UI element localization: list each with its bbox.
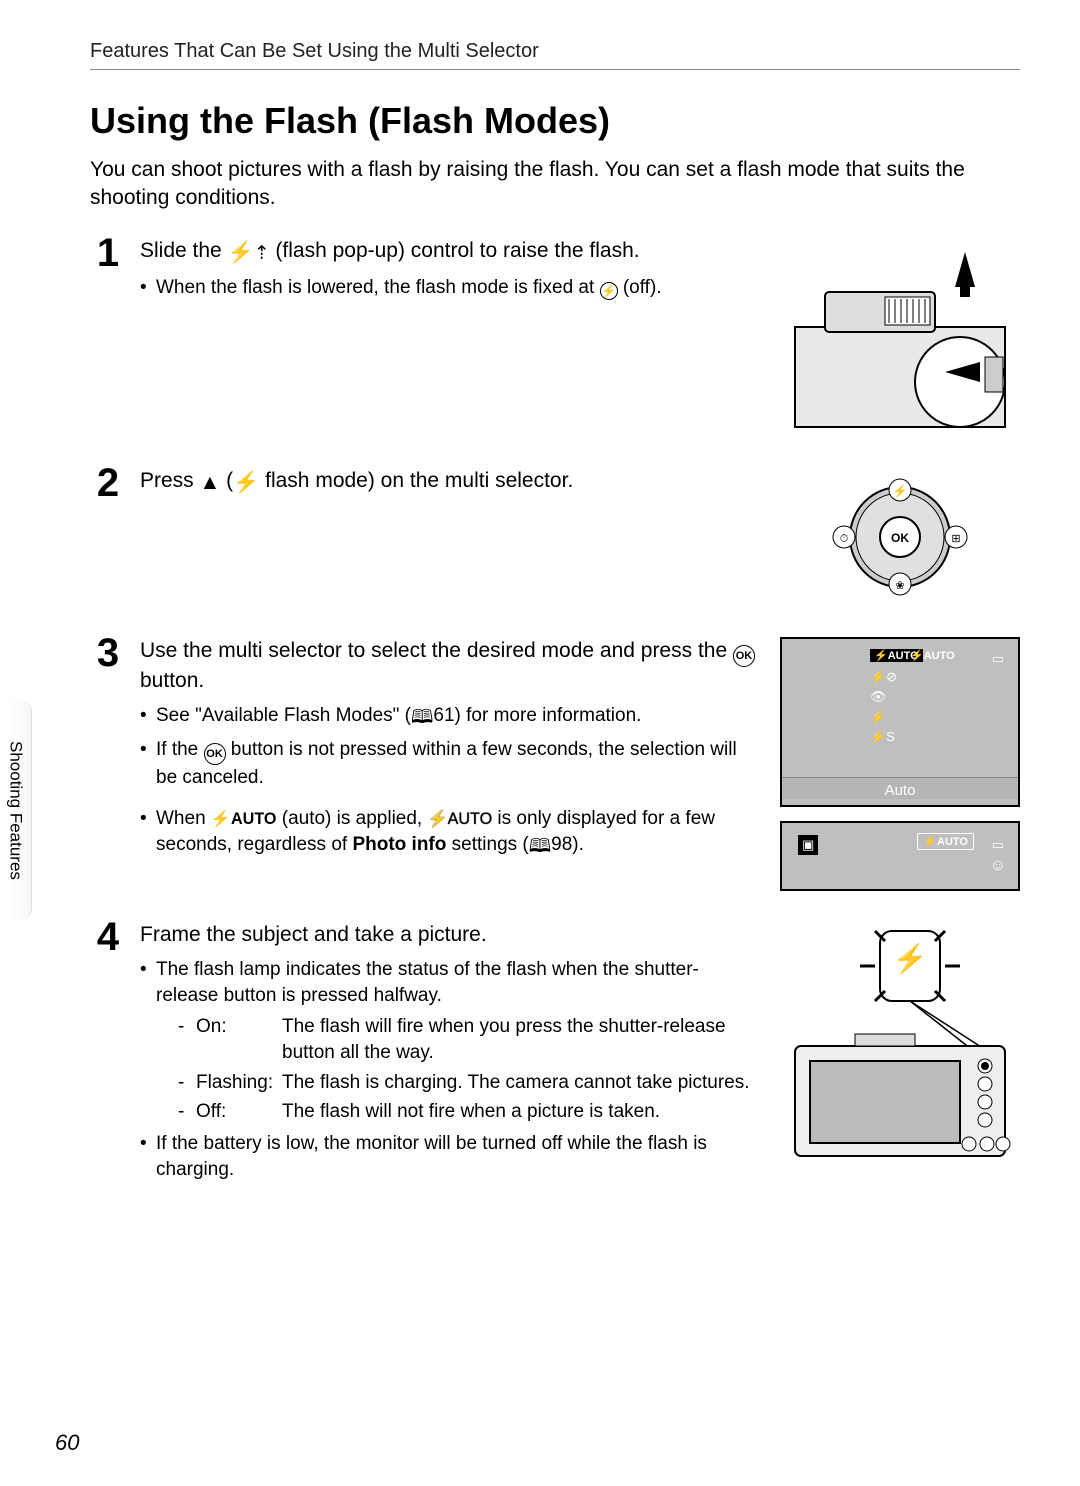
book-icon: 🕮 bbox=[529, 834, 551, 860]
battery-icon: ▭ bbox=[992, 651, 1004, 667]
page-title: Using the Flash (Flash Modes) bbox=[90, 100, 1020, 142]
step-3-bullet-2: If the OK button is not pressed within a… bbox=[140, 737, 756, 791]
step-number: 2 bbox=[90, 463, 126, 503]
step-1-bullet-1: When the flash is lowered, the flash mod… bbox=[140, 275, 756, 301]
step-number: 3 bbox=[90, 633, 126, 673]
popup-icon: ⇡ bbox=[254, 241, 270, 267]
flash-mode-option-icon: ⚡S bbox=[870, 729, 897, 745]
step-4-title: Frame the subject and take a picture. bbox=[140, 921, 756, 949]
screen-mode-label: Auto bbox=[782, 777, 1018, 799]
svg-text:❀: ❀ bbox=[895, 580, 904, 592]
flash-mode-option-icon: ⚡ bbox=[870, 709, 897, 725]
svg-text:OK: OK bbox=[891, 531, 909, 545]
flash-state-off: - Off: The flash will not fire when a pi… bbox=[178, 1099, 756, 1125]
step-number: 4 bbox=[90, 917, 126, 957]
step-1-title: Slide the ⚡⇡ (flash pop-up) control to r… bbox=[140, 237, 756, 267]
step-3-bullet-1: See "Available Flash Modes" (🕮61) for mo… bbox=[140, 703, 756, 731]
intro-paragraph: You can shoot pictures with a flash by r… bbox=[90, 156, 1020, 213]
breadcrumb: Features That Can Be Set Using the Multi… bbox=[90, 40, 1020, 70]
flash-state-flashing: - Flashing: The flash is charging. The c… bbox=[178, 1070, 756, 1096]
svg-text:⊞: ⊞ bbox=[951, 533, 960, 545]
svg-text:⚡: ⚡ bbox=[893, 942, 928, 975]
flash-state-on: - On: The flash will fire when you press… bbox=[178, 1014, 756, 1065]
svg-text:⏱: ⏱ bbox=[840, 533, 849, 545]
ok-button-icon: OK bbox=[204, 743, 226, 765]
camera-flash-lamp-illustration: ⚡ bbox=[780, 921, 1020, 1171]
triangle-up-icon: ▲ bbox=[200, 469, 221, 497]
multi-selector-illustration: OK ⚡ ❀ ⏱ ⊞ bbox=[780, 467, 1020, 607]
flash-auto-solid-icon: ⚡AUTO bbox=[211, 810, 277, 828]
step-1: 1 Slide the ⚡⇡ (flash pop-up) control to… bbox=[90, 237, 1020, 437]
flash-off-icon: ⚡ bbox=[600, 282, 618, 300]
step-3-title: Use the multi selector to select the des… bbox=[140, 637, 756, 695]
step-4-bullet-1: The flash lamp indicates the status of t… bbox=[140, 957, 756, 1125]
camera-flash-popup-illustration bbox=[780, 237, 1020, 437]
camera-screen-live-view: ▣ ⚡AUTO ▭ ☺ bbox=[780, 821, 1020, 891]
step-2-title: Press ▲ (⚡ flash mode) on the multi sele… bbox=[140, 467, 756, 497]
flash-mode-option-icon: ⚡⊘ bbox=[870, 669, 897, 685]
face-detect-icon: ☺ bbox=[990, 857, 1006, 875]
step-2: 2 Press ▲ (⚡ flash mode) on the multi se… bbox=[90, 467, 1020, 607]
flash-auto-badge-preview: ⚡AUTO bbox=[910, 649, 955, 662]
flash-icon: ⚡ bbox=[233, 469, 259, 497]
camera-mode-icon: ▣ bbox=[798, 835, 818, 855]
camera-screen-flash-menu: ⚡AUTO ⚡AUTO ▭ ⚡⊘ 👁 ⚡ ⚡S Auto bbox=[780, 637, 1020, 807]
ok-button-icon: OK bbox=[733, 645, 755, 667]
flash-auto-indicator: ⚡AUTO bbox=[917, 833, 974, 850]
step-3: 3 Use the multi selector to select the d… bbox=[90, 637, 1020, 891]
svg-text:⚡: ⚡ bbox=[893, 484, 908, 498]
book-icon: 🕮 bbox=[411, 705, 433, 731]
flash-auto-outline-icon: ⚡AUTO bbox=[428, 810, 493, 828]
photo-info-label: Photo info bbox=[352, 834, 446, 855]
page-number: 60 bbox=[55, 1430, 79, 1456]
step-4-bullet-2: If the battery is low, the monitor will … bbox=[140, 1131, 756, 1182]
flash-icon: ⚡ bbox=[228, 239, 254, 267]
flash-mode-option-icon: 👁 bbox=[870, 689, 897, 705]
battery-icon: ▭ bbox=[992, 837, 1004, 853]
step-3-bullet-3: When ⚡AUTO (auto) is applied, ⚡AUTO is o… bbox=[140, 806, 756, 859]
step-4: 4 Frame the subject and take a picture. … bbox=[90, 921, 1020, 1188]
step-number: 1 bbox=[90, 233, 126, 273]
